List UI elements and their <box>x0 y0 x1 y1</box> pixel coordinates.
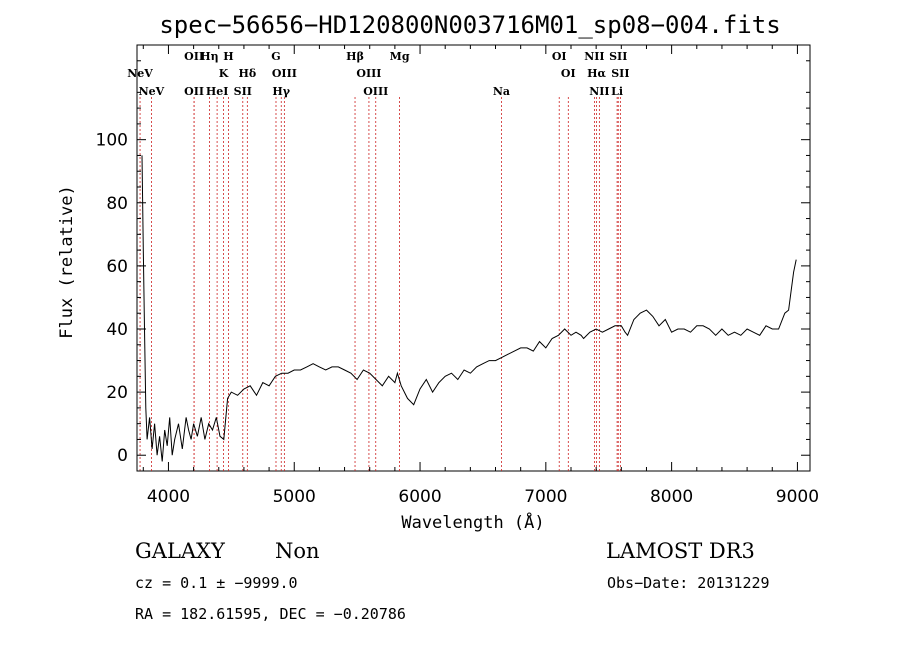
y-axis-ticks: 0 20 40 60 80 100 <box>96 60 810 472</box>
line-marker-label: Hη <box>200 50 218 63</box>
line-marker-label: OIII <box>363 85 388 98</box>
line-marker-label: OIII <box>356 67 381 80</box>
x-tick-label: 4000 <box>147 487 190 507</box>
chart-title: spec−56656−HD120800N003716M01_sp08−004.f… <box>159 11 780 39</box>
cz-value: cz = 0.1 ± −9999.0 <box>135 574 298 592</box>
line-marker-label: NeV <box>127 67 153 80</box>
x-tick-label: 8000 <box>650 487 693 507</box>
y-tick-label: 0 <box>117 446 128 466</box>
line-marker-label: Hδ <box>238 67 256 80</box>
object-subclass: Non <box>275 539 320 563</box>
line-marker-label: OII <box>184 85 204 98</box>
object-class: GALAXY <box>135 539 226 563</box>
line-marker-label: H <box>223 50 233 63</box>
x-axis-label: Wavelength (Å) <box>401 511 544 533</box>
line-marker-label: Hβ <box>346 50 364 63</box>
x-tick-label: 7000 <box>524 487 567 507</box>
line-marker-label: K <box>219 67 229 80</box>
y-axis-label: Flux (relative) <box>57 185 77 339</box>
line-marker-label: OI <box>561 67 576 80</box>
y-tick-label: 20 <box>106 383 128 403</box>
line-marker-label: NII <box>589 85 609 98</box>
survey-label: LAMOST DR3 <box>606 539 755 563</box>
x-tick-label: 6000 <box>398 487 441 507</box>
line-marker-label: Hγ <box>272 85 290 98</box>
x-axis-ticks: 4000 5000 6000 7000 8000 9000 <box>142 45 819 507</box>
line-marker-label: NII <box>584 50 604 63</box>
obs-date: Obs−Date: 20131229 <box>607 574 770 592</box>
line-marker-label: Hα <box>587 67 606 80</box>
line-marker-label: Na <box>493 85 510 98</box>
line-marker-label: Li <box>611 85 623 98</box>
line-marker-label: OII <box>184 50 204 63</box>
y-tick-label: 80 <box>106 194 128 214</box>
line-marker-label: NeV <box>139 85 165 98</box>
line-marker-label: HeI <box>206 85 229 98</box>
y-tick-label: 60 <box>106 257 128 277</box>
line-marker-label: OI <box>552 50 567 63</box>
line-marker-label: Mg <box>390 50 410 63</box>
line-marker-label: SII <box>611 67 629 80</box>
emission-line-labels: NeVNeVOIIOIIHηHeIKHHδSIIGOIIIHγHβOIIIOII… <box>127 50 629 98</box>
line-marker-label: SII <box>609 50 627 63</box>
x-tick-label: 5000 <box>273 487 316 507</box>
line-marker-label: G <box>271 50 280 63</box>
y-tick-label: 40 <box>106 320 128 340</box>
line-marker-label: OIII <box>272 67 297 80</box>
plot-frame <box>136 44 811 472</box>
line-marker-label: SII <box>234 85 252 98</box>
spectrum-line <box>141 155 797 462</box>
emission-line-markers <box>139 97 621 471</box>
y-tick-label: 100 <box>96 131 128 151</box>
ra-dec: RA = 182.61595, DEC = −0.20786 <box>135 605 406 623</box>
x-tick-label: 9000 <box>776 487 819 507</box>
